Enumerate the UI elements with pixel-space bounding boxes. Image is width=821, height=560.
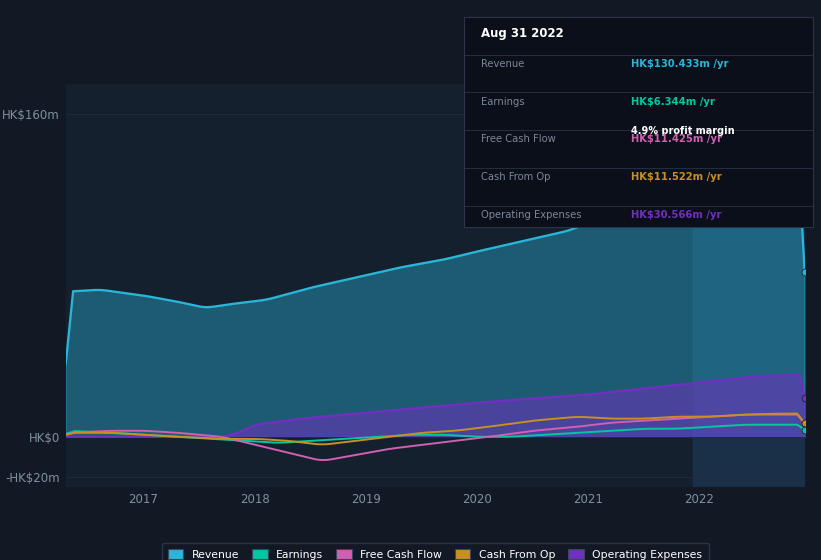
Text: HK$11.522m /yr: HK$11.522m /yr: [631, 172, 722, 182]
Text: HK$6.344m /yr: HK$6.344m /yr: [631, 97, 715, 106]
Text: HK$11.425m /yr: HK$11.425m /yr: [631, 134, 722, 144]
Text: HK$30.566m /yr: HK$30.566m /yr: [631, 210, 722, 220]
Text: HK$130.433m /yr: HK$130.433m /yr: [631, 59, 729, 69]
Text: Operating Expenses: Operating Expenses: [481, 210, 582, 220]
Text: Aug 31 2022: Aug 31 2022: [481, 27, 564, 40]
Text: Cash From Op: Cash From Op: [481, 172, 551, 182]
Text: Earnings: Earnings: [481, 97, 525, 106]
Legend: Revenue, Earnings, Free Cash Flow, Cash From Op, Operating Expenses: Revenue, Earnings, Free Cash Flow, Cash …: [162, 543, 709, 560]
Text: 4.9% profit margin: 4.9% profit margin: [631, 126, 735, 136]
Text: Revenue: Revenue: [481, 59, 525, 69]
Bar: [694, 84, 805, 487]
Text: Free Cash Flow: Free Cash Flow: [481, 134, 556, 144]
